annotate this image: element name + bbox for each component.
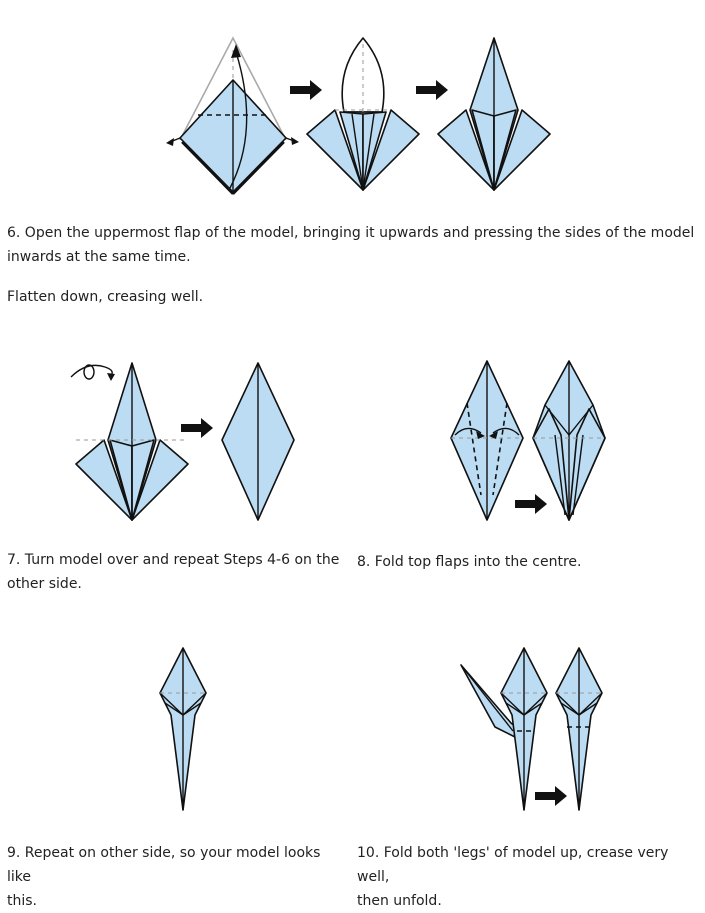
step7-line1: 7. Turn model over and repeat Steps 4-6 … bbox=[7, 552, 340, 568]
step6-fig-b bbox=[306, 37, 420, 191]
step10-fig-b bbox=[555, 647, 603, 811]
step9-text: 9. Repeat on other side, so your model l… bbox=[7, 841, 347, 913]
step10-line2: then unfold. bbox=[357, 893, 442, 909]
step7-line2: other side. bbox=[7, 576, 82, 592]
step10-diagram bbox=[455, 645, 615, 820]
arrow-right-icon bbox=[535, 786, 567, 806]
step9-line1: 9. Repeat on other side, so your model l… bbox=[7, 845, 321, 885]
arrow-right-icon bbox=[290, 80, 322, 100]
step7-text: 7. Turn model over and repeat Steps 4-6 … bbox=[7, 548, 347, 596]
step6-line1: 6. Open the uppermost flap of the model,… bbox=[7, 225, 695, 241]
step6-text: 6. Open the uppermost flap of the model,… bbox=[7, 221, 697, 269]
step10-fig-a bbox=[460, 647, 548, 811]
step10-text: 10. Fold both 'legs' of model up, crease… bbox=[357, 841, 702, 913]
step8-fig-b bbox=[532, 360, 606, 521]
arrow-right-icon bbox=[515, 494, 547, 514]
step9-line2: this. bbox=[7, 893, 37, 909]
arrow-right-icon bbox=[416, 80, 448, 100]
step8-diagram bbox=[445, 355, 615, 525]
step8-line1: 8. Fold top flaps into the centre. bbox=[357, 554, 582, 570]
step6-fig-a bbox=[166, 36, 299, 195]
step9-diagram bbox=[155, 645, 215, 815]
step8-fig-a bbox=[450, 360, 524, 521]
step10-line1: 10. Fold both 'legs' of model up, crease… bbox=[357, 845, 669, 885]
step6-fig-c bbox=[437, 37, 551, 191]
arrow-right-icon bbox=[181, 418, 213, 438]
step6-diagram bbox=[160, 30, 560, 200]
step7-diagram bbox=[65, 355, 305, 525]
step6-line2: inwards at the same time. bbox=[7, 249, 191, 265]
step7-fig-a bbox=[75, 362, 189, 521]
step8-text: 8. Fold top flaps into the centre. bbox=[357, 550, 697, 574]
turn-over-icon bbox=[70, 364, 115, 381]
step6-flatten-text: Flatten down, creasing well. bbox=[7, 285, 697, 309]
step6-flatten-line: Flatten down, creasing well. bbox=[7, 289, 204, 305]
step7-fig-b bbox=[221, 362, 295, 521]
